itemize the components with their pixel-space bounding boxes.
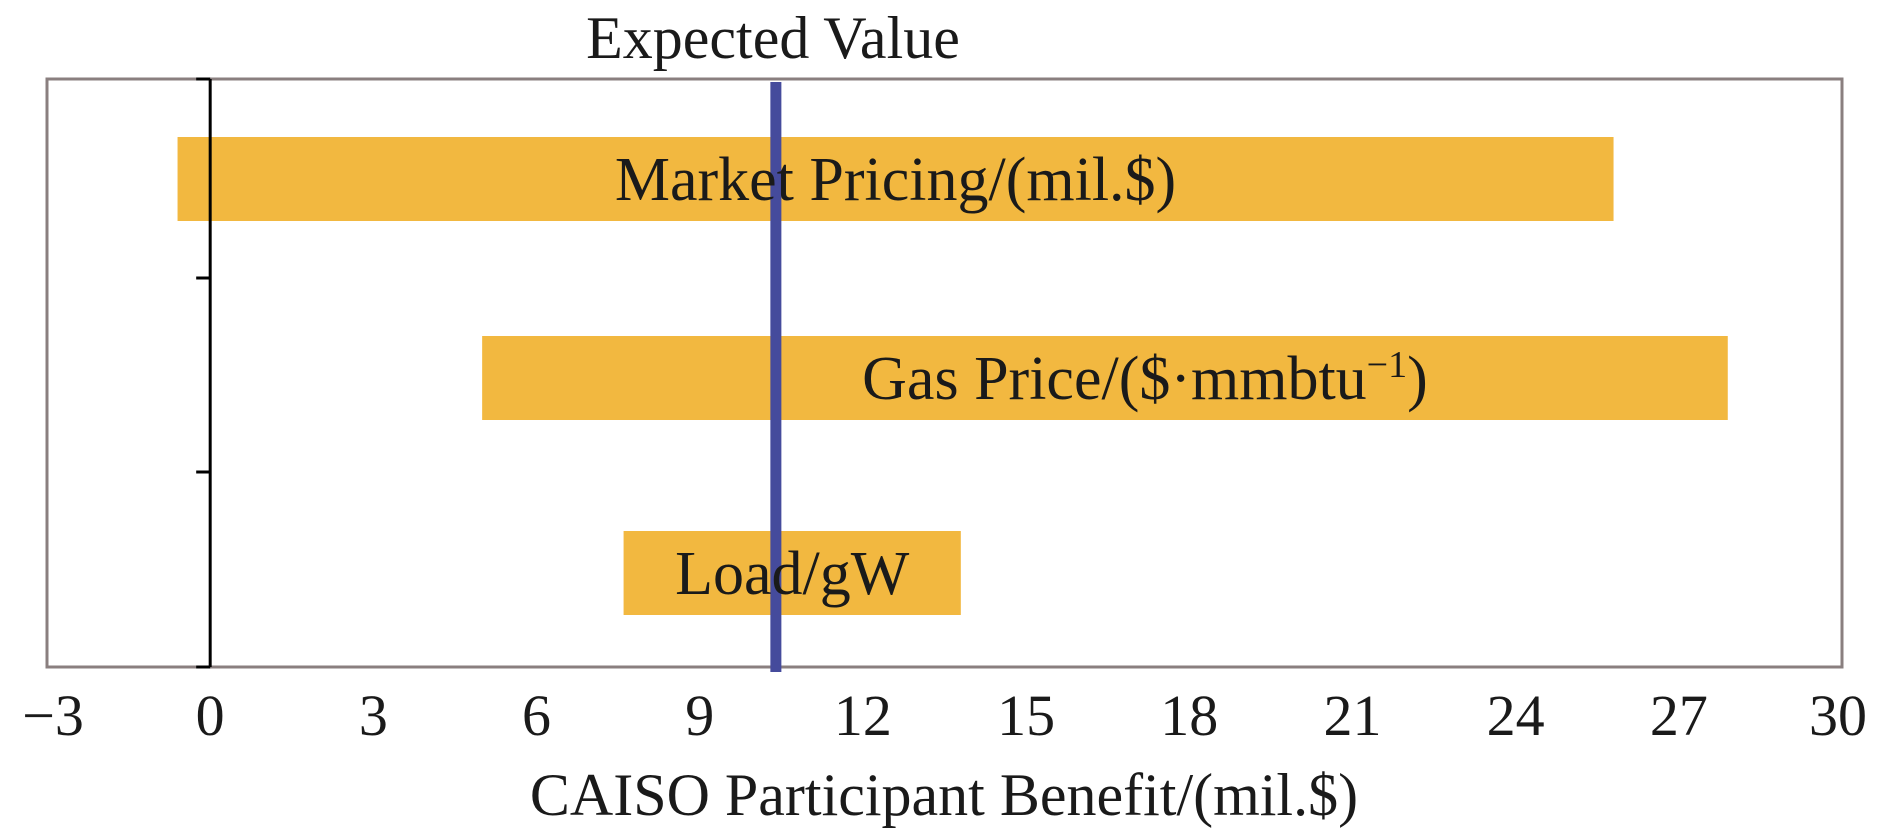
bar-labels: Market Pricing/(mil.$) Gas Price/($·mmbtu… (615, 146, 1428, 608)
x-tick-label: 30 (1809, 683, 1867, 748)
x-tick-label: 9 (685, 683, 714, 748)
x-tick-label: 21 (1323, 683, 1381, 748)
x-tick-label: 18 (1160, 683, 1218, 748)
bar-label-0: Market Pricing/(mil.$) (615, 146, 1176, 214)
bar-label-1: Gas Price/($·mmbtu−1) (862, 344, 1428, 413)
y-axis-ticks (196, 77, 211, 669)
bar-0 (177, 137, 1614, 221)
x-tick-label: −3 (22, 683, 84, 748)
x-tick-label: 27 (1650, 683, 1708, 748)
plot-frame (45, 77, 1844, 669)
x-tick-label: 0 (196, 683, 225, 748)
bar-1 (482, 336, 1728, 420)
x-axis-title: CAISO Participant Benefit/(mil.$) (530, 762, 1358, 828)
x-tick-label: 12 (834, 683, 892, 748)
bar-label-2: Load/gW (675, 540, 910, 608)
expected-value-label: Expected Value (586, 5, 960, 71)
x-tick-label: 24 (1487, 683, 1545, 748)
x-tick-label: 3 (359, 683, 388, 748)
bar-2 (623, 531, 961, 615)
bars-layer (177, 137, 1728, 615)
x-tick-label: 15 (997, 683, 1055, 748)
x-axis-tick-labels: −3 0 3 6 9 12 15 18 21 24 27 30 (22, 683, 1867, 748)
x-tick-label: 6 (522, 683, 551, 748)
